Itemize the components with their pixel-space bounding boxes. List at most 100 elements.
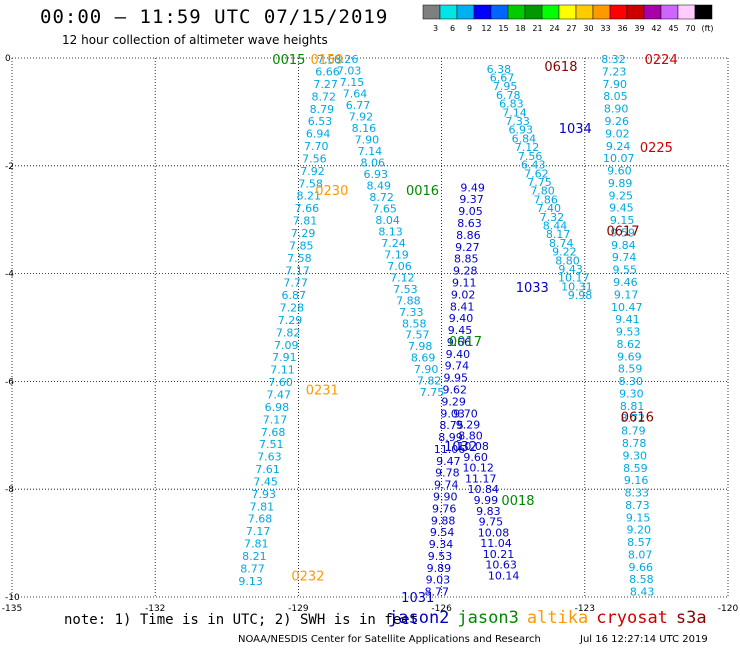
swh-data-point: 8.72 — [369, 191, 394, 204]
colorbar-tick-label: 45 — [668, 24, 678, 33]
swh-data-point: 7.19 — [384, 248, 409, 261]
swh-data-point: 7.92 — [349, 111, 374, 124]
colorbar-tick-label: 3 — [433, 24, 438, 33]
swh-data-point: 9.45 — [609, 202, 634, 215]
swh-data-point: 8.78 — [622, 437, 647, 450]
swh-data-point: 8.44 — [543, 220, 568, 233]
swh-data-point: 9.62 — [442, 383, 467, 396]
swh-data-point: 7.68 — [248, 513, 273, 526]
y-tick-label: -4 — [5, 270, 14, 280]
swh-data-point: 9.29 — [441, 395, 466, 408]
swh-data-point: 8.58 — [402, 317, 427, 330]
swh-data-point: 7.90 — [603, 78, 628, 91]
pass-time-label: 0017 — [449, 335, 482, 350]
swh-data-point: 8.73 — [625, 499, 650, 512]
legend-jason2: jason2 — [388, 608, 450, 628]
swh-data-point: 7.58 — [298, 177, 323, 190]
swh-data-point: 7.98 — [408, 340, 433, 353]
pass-time-label: 0617 — [606, 224, 639, 239]
swh-data-point: 8.33 — [625, 487, 650, 500]
pass-time-label: 0016 — [406, 184, 439, 199]
swh-data-point: 7.90 — [355, 133, 380, 146]
swh-data-point: 7.56 — [302, 152, 327, 165]
colorbar-tick-label: 18 — [515, 24, 525, 33]
swh-data-point: 7.66 — [295, 202, 320, 215]
swh-data-point: 9.15 — [610, 214, 635, 227]
swh-data-point: 7.33 — [505, 115, 530, 128]
swh-data-point: 9.15 — [626, 511, 651, 524]
swh-data-point: 6.78 — [496, 89, 521, 102]
swh-data-point: 7.57 — [405, 329, 430, 342]
swh-data-point: 7.91 — [272, 351, 297, 364]
swh-data-point: 7.81 — [293, 215, 318, 228]
units-note: note: 1) Time is in UTC; 2) SWH is in fe… — [64, 612, 419, 628]
swh-data-point: 6.26 — [334, 53, 359, 66]
swh-data-point: 9.78 — [435, 467, 460, 480]
swh-data-point: 9.30 — [619, 387, 644, 400]
swh-data-point: 8.21 — [297, 190, 322, 203]
swh-data-point: 8.13 — [378, 225, 403, 238]
swh-data-point: 7.29 — [278, 314, 303, 327]
swh-data-point: 7.06 — [387, 260, 412, 273]
swh-data-point: 9.70 — [453, 408, 478, 421]
swh-data-point: 9.46 — [613, 276, 638, 289]
pass-time-label: 1033 — [516, 281, 549, 296]
swh-data-point: 9.37 — [459, 193, 484, 206]
swh-data-point: 10.17 — [558, 272, 590, 285]
swh-data-point: 7.64 — [343, 88, 368, 101]
swh-data-point: 8.63 — [457, 217, 482, 230]
swh-data-point: 6.93 — [508, 124, 533, 137]
swh-data-point: 9.02 — [451, 288, 476, 301]
x-tick-label: -123 — [575, 604, 595, 614]
swh-data-point: 8.59 — [623, 462, 648, 475]
legend-altika: altika — [526, 608, 589, 628]
colorbar-swatch — [473, 4, 492, 20]
colorbar-tick-label: 30 — [583, 24, 593, 33]
swh-data-point: 7.88 — [396, 294, 421, 307]
swh-data-point: 7.63 — [317, 53, 342, 66]
x-tick-label: -129 — [288, 604, 309, 614]
swh-data-point: 7.90 — [414, 363, 439, 376]
colorbar-swatch — [626, 4, 645, 20]
swh-data-point: 10.08 — [457, 440, 489, 453]
swh-data-point: 9.22 — [552, 246, 577, 259]
x-tick-label: -132 — [145, 604, 165, 614]
swh-data-point: 8.07 — [628, 548, 653, 561]
swh-data-point: 8.16 — [352, 122, 377, 135]
swh-data-point: 9.25 — [609, 189, 634, 202]
swh-data-point: 9.84 — [611, 239, 636, 252]
swh-data-point: 6.93 — [364, 168, 389, 181]
pass-time-label: 0230 — [315, 184, 348, 199]
swh-data-point: 9.74 — [434, 479, 459, 492]
swh-data-point: 6.84 — [512, 132, 537, 145]
swh-data-point: 7.53 — [393, 283, 418, 296]
swh-data-point: 8.62 — [617, 338, 642, 351]
swh-data-point: 9.41 — [615, 313, 640, 326]
swh-data-point: 7.92 — [300, 165, 325, 178]
swh-data-point: 7.63 — [257, 451, 282, 464]
swh-data-point: 7.45 — [253, 475, 278, 488]
swh-data-point: 8.58 — [629, 573, 654, 586]
swh-data-point: 7.86 — [533, 193, 558, 206]
swh-data-point: 7.75 — [527, 176, 552, 189]
swh-data-point: 7.58 — [287, 252, 312, 265]
colorbar-tick-label: 24 — [549, 24, 559, 33]
swh-data-point: 7.17 — [285, 264, 310, 277]
colorbar-tick-label: 9 — [467, 24, 472, 33]
swh-data-point: 8.86 — [456, 229, 481, 242]
swh-data-point: 8.72 — [312, 90, 337, 103]
x-tick-label: -135 — [2, 604, 22, 614]
swh-data-point: 10.63 — [485, 559, 517, 572]
colorbar-tick-label: 33 — [600, 24, 610, 33]
swh-data-point: 6.53 — [308, 115, 333, 128]
legend-jason3: jason3 — [457, 608, 519, 628]
swh-data-point: 11.17 — [465, 472, 497, 485]
swh-data-point: 6.38 — [487, 63, 512, 76]
swh-data-point: 7.47 — [267, 388, 292, 401]
swh-data-point: 9.05 — [458, 205, 483, 218]
swh-data-point: 9.83 — [476, 505, 501, 518]
swh-data-point: 8.04 — [375, 214, 400, 227]
swh-data-point: 9.02 — [605, 127, 630, 140]
swh-data-point: 9.59 — [611, 226, 636, 239]
swh-data-point: 8.74 — [549, 237, 574, 250]
